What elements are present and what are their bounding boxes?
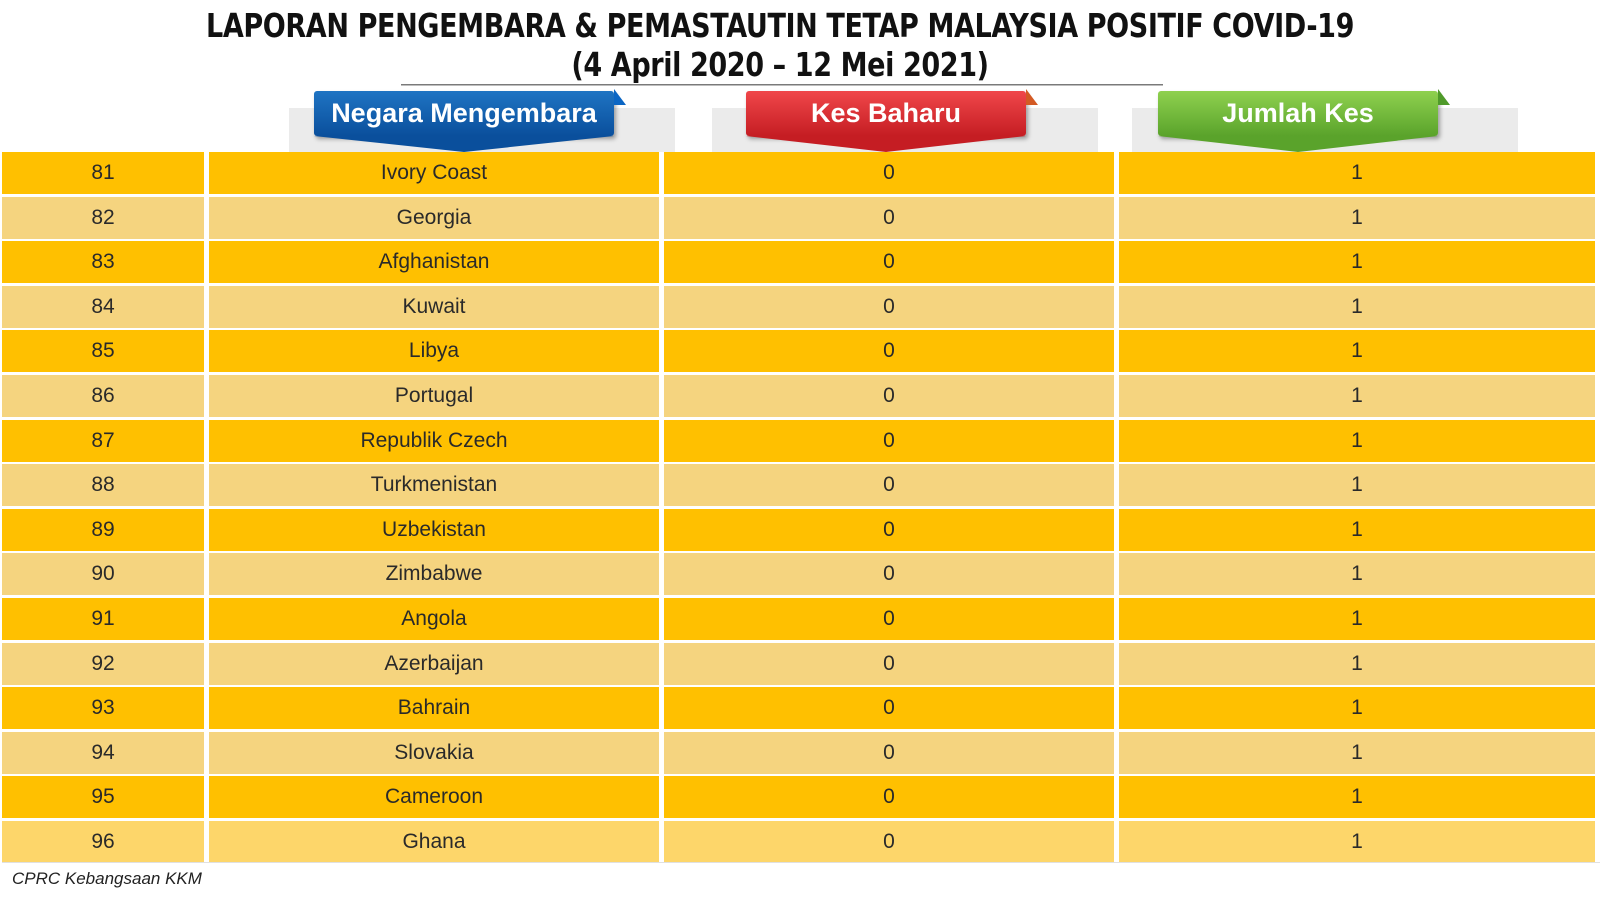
total-cases-cell: 1 <box>1119 597 1595 640</box>
country-cell: Azerbaijan <box>209 642 659 685</box>
country-cell: Slovakia <box>209 731 659 774</box>
column-header-total-cases-label: Jumlah Kes <box>1222 98 1374 128</box>
new-cases-cell: 0 <box>664 508 1114 551</box>
total-cases-cell: 1 <box>1119 642 1595 685</box>
country-cell: Ivory Coast <box>209 152 659 194</box>
total-cases-cell: 1 <box>1119 820 1595 863</box>
new-cases-cell: 0 <box>664 731 1114 774</box>
column-header-total-cases: Jumlah Kes <box>1158 89 1450 152</box>
table-row: 91 Angola 0 1 <box>2 597 1600 640</box>
title-underline <box>401 84 1163 86</box>
new-cases-cell: 0 <box>664 820 1114 863</box>
table-row: 87 Republik Czech 0 1 <box>2 419 1600 462</box>
new-cases-cell: 0 <box>664 642 1114 685</box>
table-row: 90 Zimbabwe 0 1 <box>2 553 1600 596</box>
new-cases-cell: 0 <box>664 285 1114 328</box>
new-cases-cell: 0 <box>664 152 1114 194</box>
rank-cell: 92 <box>2 642 204 685</box>
table-row: 96 Ghana 0 1 <box>2 820 1600 863</box>
rank-cell: 81 <box>2 152 204 194</box>
new-cases-cell: 0 <box>664 553 1114 596</box>
total-cases-cell: 1 <box>1119 731 1595 774</box>
total-cases-cell: 1 <box>1119 776 1595 819</box>
rank-cell: 94 <box>2 731 204 774</box>
column-header-country-label: Negara Mengembara <box>331 98 597 128</box>
new-cases-cell: 0 <box>664 196 1114 239</box>
table-row: 93 Bahrain 0 1 <box>2 687 1600 730</box>
country-cell: Libya <box>209 330 659 373</box>
total-cases-cell: 1 <box>1119 464 1595 507</box>
country-cell: Ghana <box>209 820 659 863</box>
rank-cell: 88 <box>2 464 204 507</box>
rank-cell: 84 <box>2 285 204 328</box>
country-cell: Uzbekistan <box>209 508 659 551</box>
header-fold-icon <box>1438 89 1450 105</box>
country-cell: Angola <box>209 597 659 640</box>
column-header-country: Negara Mengembara <box>314 89 626 152</box>
table-row: 89 Uzbekistan 0 1 <box>2 508 1600 551</box>
total-cases-cell: 1 <box>1119 553 1595 596</box>
country-cell: Cameroon <box>209 776 659 819</box>
table-row: 84 Kuwait 0 1 <box>2 285 1600 328</box>
total-cases-cell: 1 <box>1119 330 1595 373</box>
rank-cell: 95 <box>2 776 204 819</box>
new-cases-cell: 0 <box>664 464 1114 507</box>
total-cases-cell: 1 <box>1119 687 1595 730</box>
total-cases-cell: 1 <box>1119 152 1595 194</box>
country-cell: Republik Czech <box>209 419 659 462</box>
table-row: 85 Libya 0 1 <box>2 330 1600 373</box>
table-row: 82 Georgia 0 1 <box>2 196 1600 239</box>
rank-cell: 87 <box>2 419 204 462</box>
new-cases-cell: 0 <box>664 597 1114 640</box>
table-row: 81 Ivory Coast 0 1 <box>2 152 1600 194</box>
total-cases-cell: 1 <box>1119 508 1595 551</box>
column-header-new-cases-label: Kes Baharu <box>810 98 962 128</box>
header-fold-icon <box>1026 89 1038 105</box>
rank-cell: 91 <box>2 597 204 640</box>
rank-cell: 83 <box>2 241 204 284</box>
total-cases-cell: 1 <box>1119 285 1595 328</box>
new-cases-cell: 0 <box>664 419 1114 462</box>
new-cases-cell: 0 <box>664 687 1114 730</box>
rank-cell: 86 <box>2 374 204 417</box>
new-cases-cell: 0 <box>664 241 1114 284</box>
header-pointer-icon <box>314 136 614 152</box>
country-cell: Zimbabwe <box>209 553 659 596</box>
table-row: 94 Slovakia 0 1 <box>2 731 1600 774</box>
country-cell: Kuwait <box>209 285 659 328</box>
footer-divider <box>2 862 1600 863</box>
table-row: 83 Afghanistan 0 1 <box>2 241 1600 284</box>
table-row: 92 Azerbaijan 0 1 <box>2 642 1600 685</box>
total-cases-cell: 1 <box>1119 196 1595 239</box>
rank-cell: 93 <box>2 687 204 730</box>
header-fold-icon <box>614 89 626 105</box>
country-cell: Bahrain <box>209 687 659 730</box>
table-row: 86 Portugal 0 1 <box>2 374 1600 417</box>
report-date-range: (4 April 2020 – 12 Mei 2021) <box>571 45 989 84</box>
report-title: LAPORAN PENGEMBARA & PEMASTAUTIN TETAP M… <box>205 6 1355 45</box>
rank-cell: 96 <box>2 820 204 863</box>
new-cases-cell: 0 <box>664 330 1114 373</box>
total-cases-cell: 1 <box>1119 241 1595 284</box>
cases-table: 81 Ivory Coast 0 1 82 Georgia 0 1 83 Afghanistan 0… <box>2 152 1600 866</box>
header-pointer-icon <box>1158 136 1438 152</box>
source-credit: CPRC Kebangsaan KKM <box>12 869 202 888</box>
rank-cell: 82 <box>2 196 204 239</box>
country-cell: Georgia <box>209 196 659 239</box>
table-row: 88 Turkmenistan 0 1 <box>2 464 1600 507</box>
country-cell: Turkmenistan <box>209 464 659 507</box>
rank-cell: 89 <box>2 508 204 551</box>
new-cases-cell: 0 <box>664 374 1114 417</box>
country-cell: Portugal <box>209 374 659 417</box>
total-cases-cell: 1 <box>1119 374 1595 417</box>
total-cases-cell: 1 <box>1119 419 1595 462</box>
new-cases-cell: 0 <box>664 776 1114 819</box>
rank-cell: 85 <box>2 330 204 373</box>
table-row: 95 Cameroon 0 1 <box>2 776 1600 819</box>
header-pointer-icon <box>746 136 1026 152</box>
rank-cell: 90 <box>2 553 204 596</box>
country-cell: Afghanistan <box>209 241 659 284</box>
column-header-new-cases: Kes Baharu <box>746 89 1038 152</box>
